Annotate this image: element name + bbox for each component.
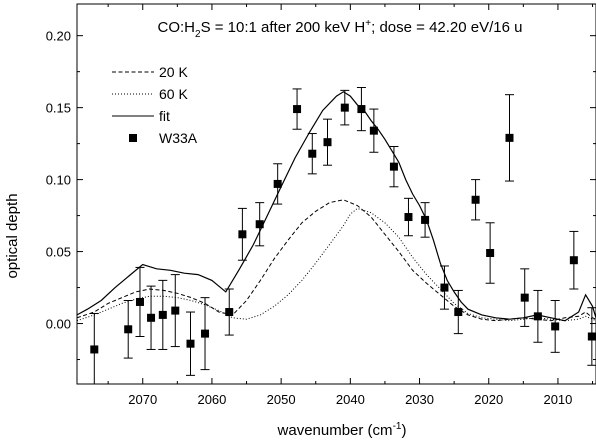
data-point-15: [323, 138, 332, 147]
axes: 2070 2060 2050 2040 2030 2020 2010 0.00 0.05 0.10…: [46, 3, 596, 407]
data-point-25: [486, 249, 495, 258]
data-point-13: [293, 105, 302, 114]
plot-frame: [76, 3, 596, 385]
x-axis-title-close: ): [401, 422, 406, 439]
legend-marker-w33a: [129, 134, 137, 142]
y-tick-label-4: 0.20: [46, 29, 71, 44]
data-point-8: [201, 329, 210, 338]
plot-content: [77, 86, 596, 384]
x-tick-label-2050: 2050: [267, 392, 296, 407]
x-axis-title: wavenumber (cm-1): [277, 421, 407, 439]
legend: 20 K 60 K fit W33A: [112, 64, 198, 146]
data-point-18: [369, 126, 378, 135]
chart-title-sub: 2: [195, 29, 201, 40]
chart-title: CO:H2S = 10:1 after 200 keV H+; dose = 4…: [158, 18, 523, 40]
x-tick-label-2040: 2040: [336, 392, 365, 407]
x-axis-title-sup: -1: [393, 421, 402, 432]
series-w33a-markers: [89, 86, 596, 384]
data-point-23: [454, 308, 463, 317]
legend-label-fit: fit: [159, 108, 170, 124]
data-point-5: [158, 310, 167, 319]
y-axis-title: optical depth: [4, 193, 21, 278]
chart-title-post: ; dose = 42.20 eV/16 u: [371, 19, 522, 36]
data-point-20: [404, 213, 413, 222]
data-point-22: [440, 283, 449, 292]
data-point-10: [238, 230, 247, 239]
data-point-27: [520, 293, 529, 302]
data-point-6: [171, 306, 180, 315]
y-tick-label-3: 0.15: [46, 101, 71, 116]
x-tick-label-2070: 2070: [128, 392, 157, 407]
data-point-14: [308, 149, 317, 158]
data-point-2: [124, 325, 133, 334]
chart-title-sup: +: [365, 18, 371, 29]
data-point-29: [551, 322, 560, 331]
data-point-9: [225, 308, 234, 317]
data-point-17: [357, 105, 366, 114]
chart-title-pre: CO:H: [158, 19, 196, 36]
x-tick-label-2060: 2060: [197, 392, 226, 407]
y-tick-label-0: 0.00: [46, 317, 71, 332]
y-tick-label-2: 0.10: [46, 173, 71, 188]
y-tick-label-1: 0.05: [46, 245, 71, 260]
data-point-19: [389, 162, 398, 171]
data-point-12: [273, 179, 282, 188]
data-point-16: [340, 103, 349, 112]
x-tick-label-2010: 2010: [543, 392, 572, 407]
x-tick-label-2020: 2020: [474, 392, 503, 407]
x-tick-label-2030: 2030: [405, 392, 434, 407]
legend-label-w33a: W33A: [159, 130, 198, 146]
data-point-4: [147, 313, 156, 322]
data-point-3: [135, 297, 144, 306]
data-point-24: [471, 195, 480, 204]
data-point-26: [505, 133, 514, 142]
plot-area: [77, 86, 596, 384]
data-point-7: [186, 339, 195, 348]
data-point-30: [569, 256, 578, 265]
data-point-31: [587, 332, 596, 341]
series-20-k-line: [77, 199, 596, 322]
data-point-11: [255, 220, 264, 229]
series-60-k-line: [77, 207, 596, 322]
legend-label-60-k: 60 K: [159, 86, 188, 102]
data-point-21: [421, 215, 430, 224]
data-point-1: [90, 345, 99, 354]
x-axis-title-main: wavenumber (cm: [277, 422, 393, 439]
legend-label-20-k: 20 K: [159, 64, 188, 80]
series-fit-line: [77, 91, 596, 322]
chart-title-mid: S = 10:1 after 200 keV H: [201, 19, 366, 36]
data-point-28: [533, 312, 542, 321]
